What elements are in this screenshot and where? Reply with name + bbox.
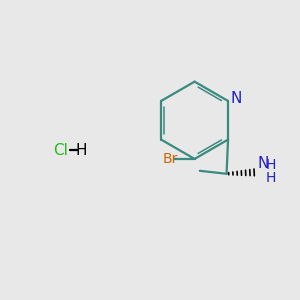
Text: Cl: Cl bbox=[53, 142, 68, 158]
Text: H: H bbox=[265, 171, 276, 184]
Text: N: N bbox=[231, 91, 242, 106]
Text: H: H bbox=[265, 158, 276, 172]
Text: N: N bbox=[258, 156, 269, 171]
Text: Br: Br bbox=[162, 152, 178, 166]
Text: H: H bbox=[76, 142, 87, 158]
